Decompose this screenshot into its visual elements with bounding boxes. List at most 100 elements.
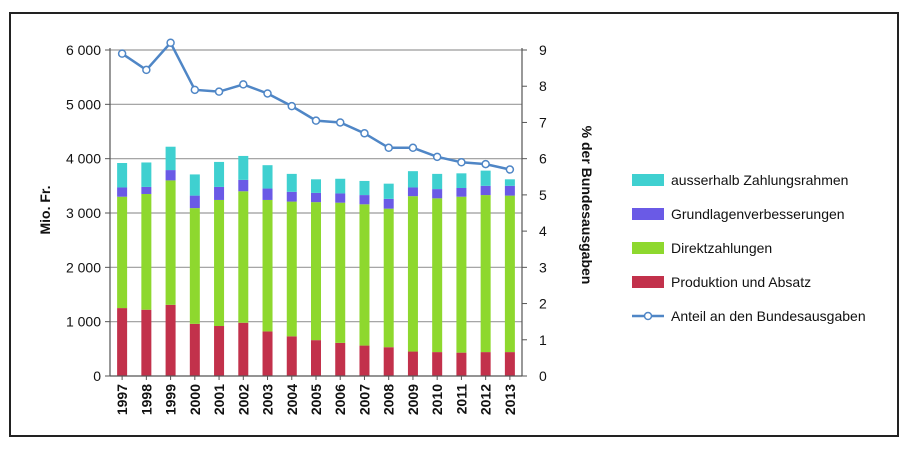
y-left-tick-label: 4 000 [66, 151, 101, 167]
line-point [263, 89, 272, 98]
y-left-tick-label: 1 000 [66, 314, 101, 330]
bar-segment [456, 173, 467, 189]
x-tick-label: 1997 [114, 384, 130, 415]
line-point [360, 129, 369, 138]
bar-segment [286, 336, 297, 376]
line-point [214, 87, 224, 96]
bar-segment [480, 170, 491, 186]
y-right-tick-label: 3 [539, 259, 547, 275]
bar-segment [189, 195, 200, 209]
bar-segment [456, 352, 467, 376]
legend-swatch [632, 242, 664, 254]
x-tick-label: 2013 [502, 384, 518, 415]
bar-segment [262, 199, 273, 332]
bars [117, 146, 515, 376]
bar-segment [262, 188, 273, 200]
bar-segment [504, 195, 515, 353]
bar-segment [383, 208, 394, 348]
bar-segment [504, 179, 515, 186]
bar-segment [141, 186, 152, 194]
bar-segment [432, 198, 443, 353]
bar-segment [189, 174, 200, 196]
x-tick-label: 2010 [429, 384, 445, 415]
bar-segment [189, 323, 200, 376]
bar-segment [165, 304, 176, 376]
bar-segment [286, 191, 297, 202]
legend: ausserhalb Zahlungsrahmen Grundlagenverbe… [632, 172, 866, 324]
line-point [384, 143, 393, 153]
x-tick-label: 2008 [381, 384, 397, 415]
line-point [117, 49, 127, 58]
bar-segment [432, 173, 443, 190]
bar-segment [335, 342, 346, 376]
bar-segment [335, 202, 346, 343]
y-right-tick-label: 6 [539, 151, 547, 167]
bar-segment [117, 163, 128, 188]
legend-label: ausserhalb Zahlungsrahmen [671, 172, 848, 188]
y-left-tick-label: 2 000 [66, 259, 101, 275]
bar-segment [214, 186, 225, 200]
bar-segment [311, 202, 321, 341]
x-tick-label: 2009 [405, 384, 421, 415]
bar-segment [480, 195, 491, 353]
x-tick-label: 2002 [235, 384, 251, 415]
legend-line-marker [643, 311, 653, 321]
legend-label: Grundlagenverbesserungen [671, 206, 845, 222]
line-point [190, 85, 200, 95]
bar-segment [141, 193, 152, 310]
bar-segment [456, 196, 467, 353]
bar-segment [359, 204, 370, 346]
bar-segment [335, 193, 346, 203]
bar-segment [383, 183, 394, 199]
x-tick-label: 2004 [284, 384, 300, 415]
bar-segment [311, 192, 321, 203]
bar-segment [407, 171, 418, 188]
bar-segment [311, 179, 321, 193]
bar-segment [432, 352, 443, 376]
x-tick-label: 2005 [308, 384, 324, 415]
y-right-tick-label: 8 [539, 78, 547, 94]
y-left-tick-label: 6 000 [66, 42, 101, 58]
x-tick-label: 2001 [211, 384, 227, 415]
line-point [505, 165, 515, 174]
y-right-tick-label: 1 [539, 332, 547, 348]
bar-segment [165, 146, 176, 171]
y-right-tick-label: 2 [539, 296, 547, 312]
y-right-tick-label: 7 [539, 114, 547, 130]
line-point [142, 65, 151, 75]
bar-segment [504, 352, 515, 376]
bar-segment [262, 331, 273, 376]
bar-segment [311, 340, 321, 376]
bar-segment [141, 309, 152, 376]
bar-segment [117, 196, 128, 309]
x-tick-label: 2007 [356, 384, 372, 415]
bar-segment [286, 201, 297, 337]
bar-segment [383, 347, 394, 376]
bar-segment [504, 185, 515, 196]
bar-segment [407, 351, 418, 376]
bar-segment [359, 345, 370, 376]
bar-segment [432, 189, 443, 199]
line-point [457, 158, 466, 167]
line-point [408, 143, 418, 153]
bar-segment [214, 161, 225, 187]
y-right-tick-label: 5 [539, 187, 547, 203]
y-left-tick-label: 0 [93, 368, 101, 384]
y-left-tick-label: 3 000 [66, 205, 101, 221]
bar-segment [165, 170, 176, 181]
bar-segment [407, 187, 418, 197]
legend-label: Direktzahlungen [671, 240, 772, 256]
bar-segment [480, 185, 491, 196]
x-tick-label: 1999 [163, 384, 179, 415]
bar-segment [214, 199, 225, 327]
bar-segment [117, 187, 128, 197]
bar-segment [480, 352, 491, 376]
bar-segment [456, 188, 467, 197]
x-tick-label: 1998 [138, 384, 154, 415]
axes: 0 1 000 2 000 3 000 4 000 5 000 6 000 0 1 2 3 4 5 6 7 8… [66, 42, 547, 415]
bar-segment [262, 165, 273, 189]
bar-segment [141, 162, 152, 187]
bar-segment [238, 191, 249, 323]
